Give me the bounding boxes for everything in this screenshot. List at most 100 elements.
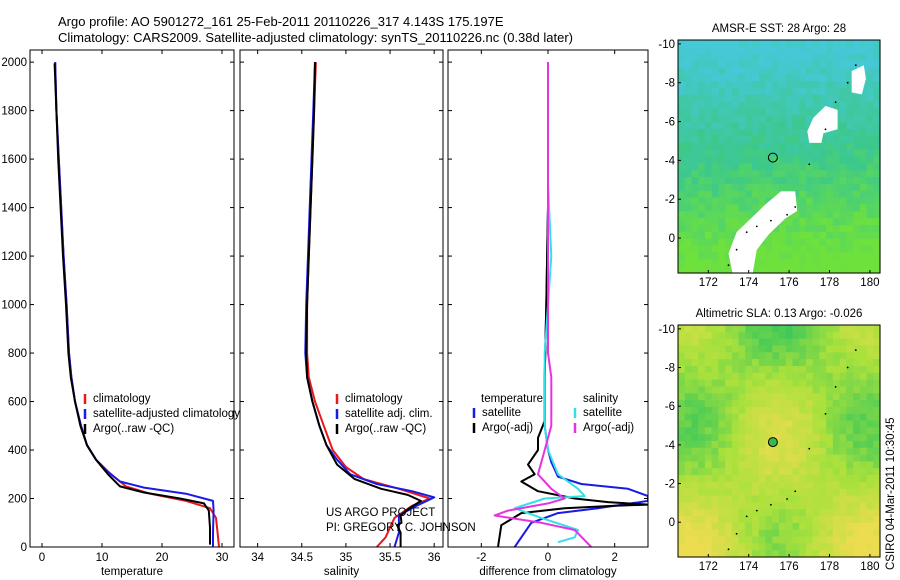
heatmap-cell (698, 231, 706, 240)
heatmap-cell (799, 40, 807, 48)
heatmap-cell (792, 183, 800, 192)
heatmap-cell (731, 149, 740, 158)
heatmap-cell (812, 379, 820, 388)
heatmap-cell (684, 386, 693, 394)
heatmap-cell (745, 365, 753, 374)
heatmap-cell (819, 481, 827, 490)
heatmap-cell (711, 149, 719, 158)
heatmap-cell (866, 359, 874, 367)
heatmap-cell (738, 372, 746, 381)
heatmap-cell (873, 406, 881, 415)
heatmap-cell (859, 218, 868, 226)
heatmap-cell (873, 177, 881, 185)
heatmap-cell (704, 338, 713, 347)
heatmap-cell (839, 129, 847, 137)
heatmap-cell (711, 67, 719, 75)
heatmap-cell (826, 434, 834, 442)
heatmap-cell (691, 81, 699, 89)
heatmap-cell (758, 372, 767, 381)
heatmap-cell (853, 142, 861, 151)
heatmap-cell (805, 461, 814, 469)
heatmap-cell (758, 81, 767, 89)
heatmap-cell (765, 536, 773, 544)
heatmap-cell (772, 529, 780, 538)
heatmap-cell (839, 211, 847, 219)
heatmap-cell (785, 406, 794, 415)
heatmap-cell (805, 372, 814, 381)
heatmap-cell (779, 238, 787, 247)
heatmap-cell (731, 53, 740, 62)
series-line-sal_satellite (513, 62, 586, 544)
heatmap-cell (779, 359, 787, 367)
heatmap-cell (772, 74, 780, 82)
heatmap-cell (745, 101, 753, 110)
heatmap-cell (819, 218, 827, 226)
heatmap-cell (745, 461, 753, 469)
heatmap-cell (684, 352, 693, 360)
heatmap-cell (779, 427, 787, 435)
heatmap-cell (698, 325, 706, 333)
heatmap-cell (731, 197, 740, 206)
heatmap-cell (826, 197, 834, 206)
heatmap-cell (752, 543, 760, 551)
heatmap-cell (765, 331, 773, 340)
heatmap-cell (698, 190, 706, 199)
heatmap-cell (745, 197, 753, 206)
no-data-region (728, 191, 798, 273)
heatmap-cell (826, 211, 834, 219)
heatmap-cell (725, 142, 733, 151)
heatmap-cell (819, 502, 827, 510)
heatmap-cell (805, 386, 814, 394)
heatmap-cell (772, 60, 780, 69)
heatmap-cell (779, 338, 787, 347)
heatmap-cell (799, 129, 807, 137)
heatmap-cell (704, 129, 713, 137)
heatmap-cell (839, 60, 847, 69)
heatmap-cell (812, 522, 820, 531)
heatmap-cell (738, 122, 746, 130)
heatmap-cell (779, 475, 787, 483)
heatmap-cell (792, 190, 800, 199)
heatmap-cell (846, 509, 854, 517)
heatmap-cell (731, 454, 740, 463)
heatmap-cell (779, 325, 787, 333)
heatmap-cell (772, 379, 780, 388)
heatmap-cell (704, 74, 713, 82)
heatmap-cell (832, 488, 841, 497)
heatmap-cell (846, 413, 854, 422)
heatmap-cell (839, 331, 847, 340)
heatmap-cell (772, 502, 780, 510)
heatmap-cell (799, 101, 807, 110)
heatmap-cell (853, 461, 861, 469)
heatmap-cell (738, 359, 746, 367)
heatmap-cell (704, 400, 713, 408)
heatmap-cell (819, 488, 827, 497)
heatmap-cell (826, 331, 834, 340)
heatmap-cell (711, 101, 719, 110)
heatmap-cell (873, 46, 881, 55)
island-dot (854, 349, 857, 351)
heatmap-cell (812, 231, 820, 240)
heatmap-cell (866, 40, 874, 48)
heatmap-cell (785, 468, 794, 476)
heatmap-cell (779, 400, 787, 408)
heatmap-cell (738, 393, 746, 401)
heatmap-cell (779, 74, 787, 82)
island-dot (786, 213, 788, 216)
heatmap-cell (819, 400, 827, 408)
heatmap-cell (873, 420, 881, 428)
heatmap-cell (853, 365, 861, 374)
heatmap-cell (731, 108, 740, 116)
heatmap-cell (799, 74, 807, 82)
heatmap-cell (745, 211, 753, 219)
heatmap-cell (684, 129, 693, 137)
heatmap-cell (832, 345, 841, 353)
heatmap-cell (805, 413, 814, 422)
heatmap-cell (873, 156, 881, 164)
heatmap-cell (859, 149, 868, 158)
heatmap-cell (718, 454, 726, 463)
heatmap-cell (873, 245, 881, 254)
heatmap-cell (752, 204, 760, 212)
heatmap-cell (805, 365, 814, 374)
heatmap-cell (772, 94, 780, 103)
